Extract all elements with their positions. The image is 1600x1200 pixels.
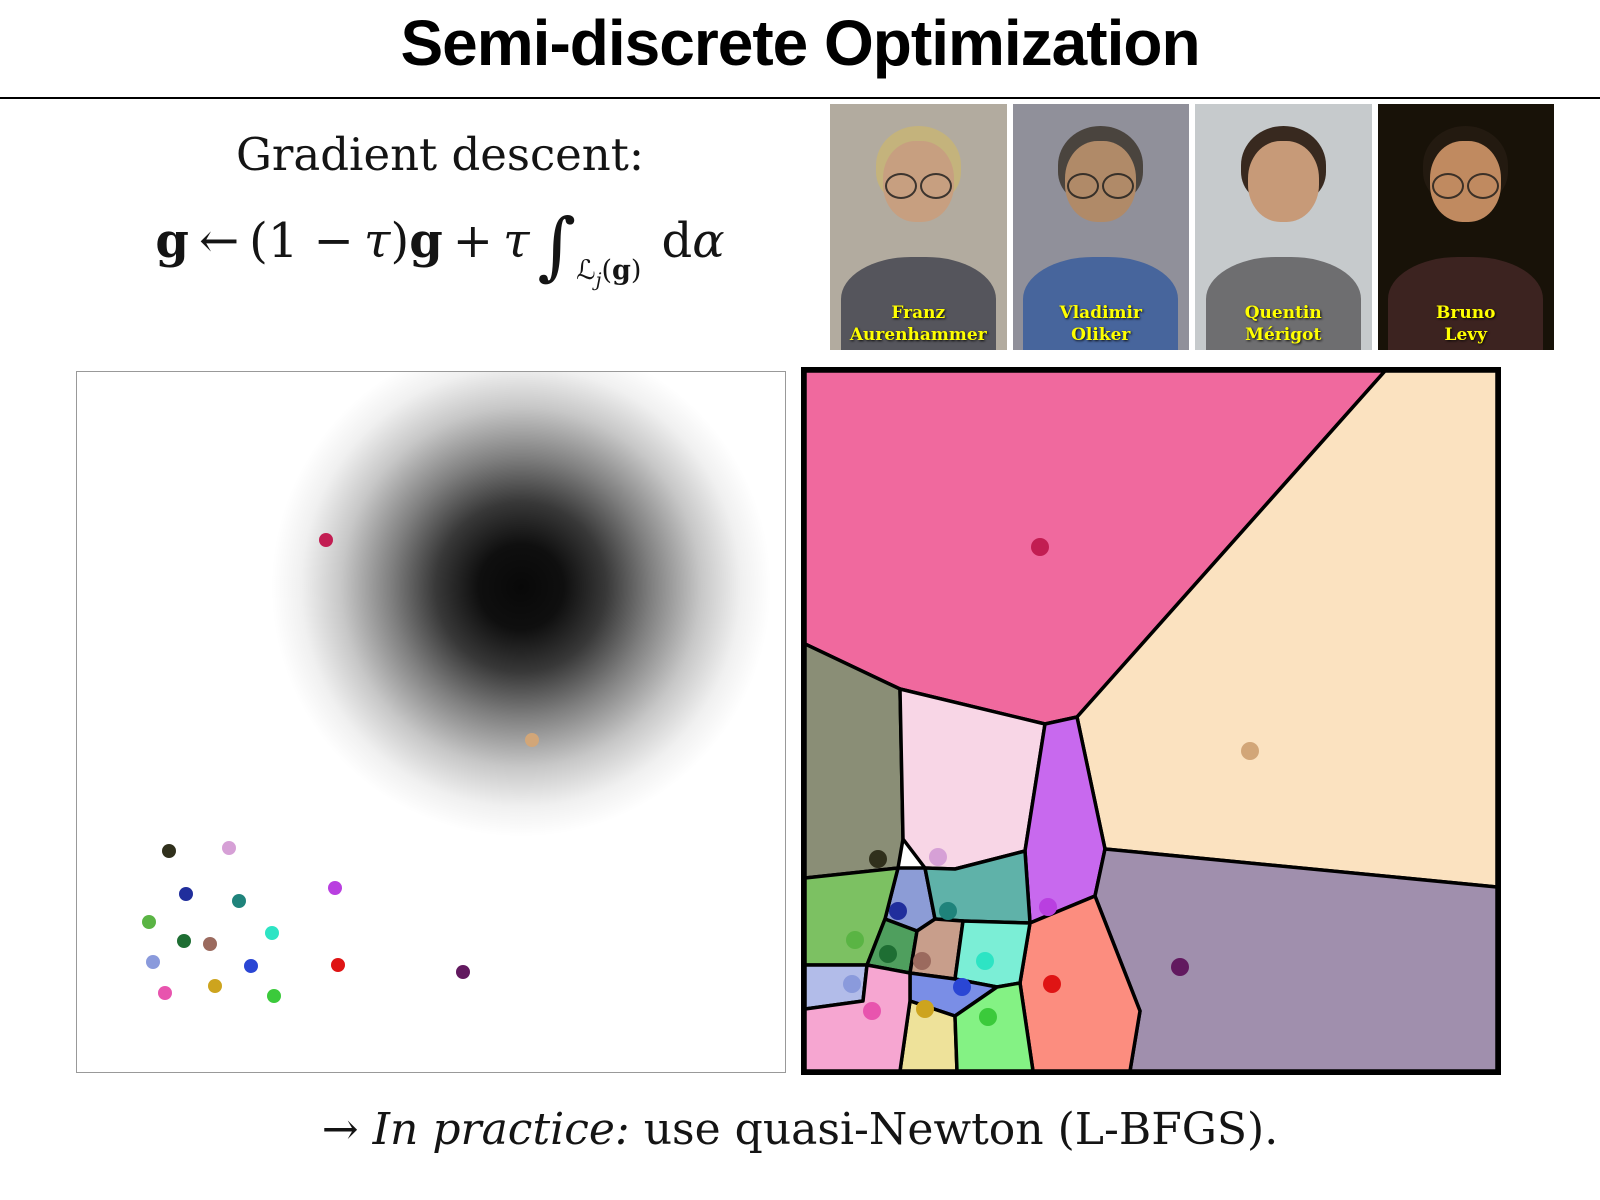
sample-point-crimson [319,533,333,547]
sample-point-tan [525,733,539,747]
name-last: Mérigot [1245,324,1322,345]
caption-emphasis: In practice: [372,1104,630,1155]
glasses-icon [884,172,952,200]
site-point-teal [939,902,957,920]
researcher-photos: Franz Aurenhammer Vladimir Oliker Quenti… [830,104,1554,350]
sample-point-magenta [328,881,342,895]
photo-name-label: Quentin Mérigot [1195,302,1372,346]
site-point-tan [1241,742,1259,760]
name-first: Quentin [1244,302,1322,323]
power-cell-dark-olive [805,642,905,880]
formula-tau-2: τ [502,213,530,269]
photo-bruno-levy: Bruno Levy [1377,104,1555,350]
sample-point-blue [244,959,258,973]
power-diagram-panel [801,367,1501,1075]
subscript-close-paren: ) [630,255,642,286]
page-title: Semi-discrete Optimization [400,7,1200,79]
name-first: Franz [891,302,946,323]
sample-point-gold [208,979,222,993]
name-last: Aurenhammer [849,324,987,345]
photo-quentin-merigot: Quentin Mérigot [1195,104,1372,350]
formula-close-paren: ) [390,213,410,269]
integral-sign: ∫ [537,203,577,289]
glasses-icon [1432,172,1500,200]
site-point-dark-olive [869,850,887,868]
gradient-descent-formula: g ← (1 − τ)g + τ ∫ℒj(g)dα [40,203,840,291]
site-point-plum [929,848,947,866]
sample-point-red [331,958,345,972]
script-L: ℒ [576,255,596,286]
power-cell-dark-purple [1093,847,1497,1071]
caption-arrow: → [321,1104,359,1155]
formula-alpha: α [692,213,725,269]
formula-tau-1: τ [363,213,391,269]
site-point-dark-purple [1171,958,1189,976]
formula-plus: + [452,213,493,269]
subscript-g: g [612,255,631,286]
subscript-j: j [595,269,602,291]
site-point-cyan [976,952,994,970]
sample-point-bright-green [267,989,281,1003]
photo-torso [1023,256,1179,350]
gaussian-blob [77,372,785,1072]
site-point-red [1043,975,1061,993]
name-last: Levy [1444,324,1488,345]
sample-point-brown [203,937,217,951]
photo-head [1247,140,1319,223]
title-divider [0,97,1600,99]
photo-vladimir-oliker: Vladimir Oliker [1012,104,1190,350]
site-point-green [846,931,864,949]
voronoi-svg [805,371,1497,1071]
photo-torso [840,256,996,350]
sample-point-teal [232,894,246,908]
integral-subscript: ℒj(g) [576,255,641,291]
formula-g-2: g [409,213,443,269]
formula-g: g [155,213,189,269]
glasses-icon [1067,172,1135,200]
name-last: Oliker [1071,324,1131,345]
photo-torso [1205,256,1361,350]
formula-open-one-minus: (1 − [249,213,354,269]
caption-rest: use quasi-Newton (L-BFGS). [643,1104,1279,1155]
gradient-descent-block: Gradient descent: g ← (1 − τ)g + τ ∫ℒj(g)dα [40,128,840,291]
site-point-navy [889,902,907,920]
site-point-blue [953,978,971,996]
sample-point-dark-purple [456,965,470,979]
photo-name-label: Vladimir Oliker [1013,302,1190,346]
name-first: Bruno [1436,302,1496,323]
site-point-magenta [1039,898,1057,916]
name-first: Vladimir [1059,302,1142,323]
sample-point-periwinkle [146,955,160,969]
gradient-descent-heading: Gradient descent: [235,128,645,181]
site-point-crimson [1031,538,1049,556]
site-point-dark-green [879,945,897,963]
sample-point-plum [222,841,236,855]
point-cloud-panel [76,371,786,1073]
site-point-brown [913,952,931,970]
site-point-bright-green [979,1008,997,1026]
practice-caption: → In practice: use quasi-Newton (L-BFGS). [0,1104,1600,1155]
sample-point-dark-olive [162,844,176,858]
power-cell-bright-green [953,981,1035,1071]
formula-arrow: ← [198,213,240,269]
sample-point-green [142,915,156,929]
site-point-periwinkle [843,975,861,993]
power-cell-cyan [953,919,1032,989]
site-point-gold [916,1000,934,1018]
photo-name-label: Franz Aurenhammer [830,302,1007,346]
site-point-pink [863,1002,881,1020]
sample-point-cyan [265,926,279,940]
sample-point-dark-green [177,934,191,948]
photo-torso [1388,256,1544,350]
sample-point-pink [158,986,172,1000]
power-cell-pink [805,963,912,1071]
photo-franz-aurenhammer: Franz Aurenhammer [830,104,1007,350]
sample-point-navy [179,887,193,901]
subscript-open-paren: ( [601,255,613,286]
formula-d: d [661,213,693,269]
photo-name-label: Bruno Levy [1378,302,1555,346]
